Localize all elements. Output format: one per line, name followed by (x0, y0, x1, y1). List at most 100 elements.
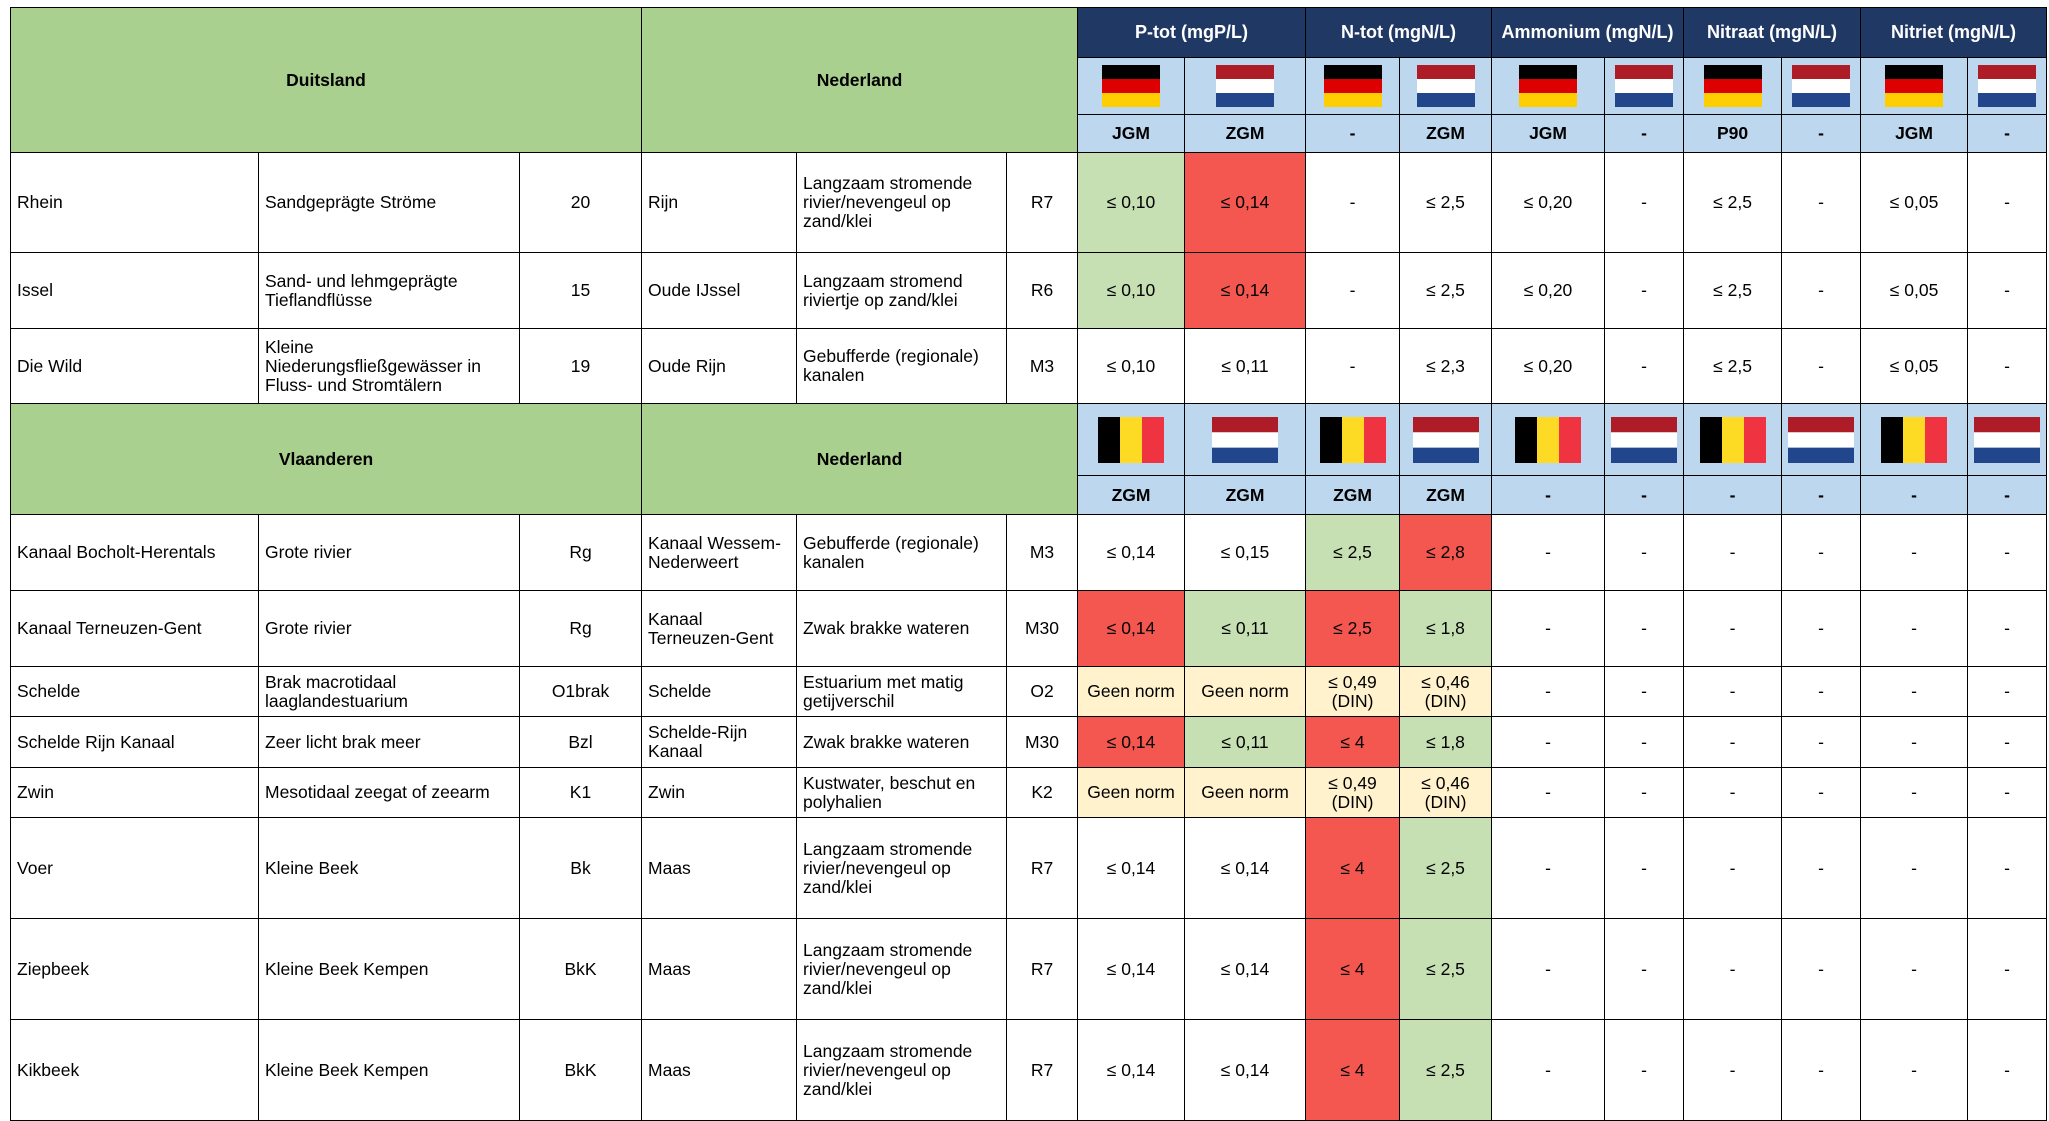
region-header: Nederland (641, 403, 1079, 515)
page: {"parameters": ["P-tot (mgP/L)", "N-tot … (9, 7, 2048, 1121)
flag-stripe (1615, 79, 1674, 93)
flag-stripe (1416, 65, 1475, 79)
norm-value: ≤ 0,49 (DIN) (1305, 666, 1401, 717)
norm-value: ≤ 0,14 (1077, 817, 1186, 919)
norm-value: ≤ 0,14 (1077, 590, 1186, 667)
norm-type: ZGM (1184, 114, 1307, 153)
data-row: Schelde Rijn Kanaal Zeer licht brak meer B… (10, 716, 2048, 768)
water-cell: K2 (1006, 767, 1079, 818)
flag-stripe (1323, 93, 1382, 107)
table-body: Duitsland Nederland P-tot (mgP/L) N-tot (mg… (9, 7, 2048, 1121)
flag (1974, 416, 2041, 463)
flag (1515, 416, 1582, 463)
flag-stripe (1216, 65, 1275, 79)
norm-value: Geen norm (1184, 666, 1307, 717)
norm-value: - (1604, 514, 1685, 591)
water-cell: Schelde (10, 666, 259, 717)
flag (1212, 416, 1279, 463)
norm-type: JGM (1491, 114, 1606, 153)
norm-type: JGM (1860, 114, 1969, 153)
flag (1978, 65, 2037, 107)
water-cell: Schelde Rijn Kanaal (10, 716, 259, 768)
norm-value: Geen norm (1077, 767, 1186, 818)
water-cell: Maas (641, 918, 798, 1020)
flag (1792, 65, 1851, 107)
norm-value: - (1967, 590, 2048, 667)
norm-value: ≤ 2,5 (1399, 817, 1493, 919)
flag-stripe (1142, 416, 1165, 463)
data-row: Zwin Mesotidaal zeegat of zeearm K1 Zwin Kus… (10, 767, 2048, 818)
norm-row: ZGM ZGM ZGM ZGM - - - - - - (11, 475, 2048, 515)
flag-stripe (1341, 416, 1364, 463)
norm-value: - (1491, 1019, 1606, 1121)
norm-type: ZGM (1399, 114, 1493, 153)
norm-value: - (1781, 918, 1862, 1020)
flag-stripe (1519, 93, 1578, 107)
norm-value: Geen norm (1184, 767, 1307, 818)
norm-value: - (1305, 152, 1401, 253)
norm-value: - (1967, 252, 2048, 329)
norm-value: Geen norm (1077, 666, 1186, 717)
water-cell: Bk (518, 817, 643, 919)
water-cell: Langzaam stromend riviertje op zand/klei (796, 252, 1008, 329)
flag-stripe (1515, 416, 1538, 463)
norm-value: - (1604, 252, 1685, 329)
water-cell: Die Wild (10, 328, 259, 404)
flag-stripe (1974, 431, 2041, 448)
water-cell: Gebufferde (regionale) kanalen (796, 328, 1008, 404)
flag (1102, 65, 1161, 107)
water-cell: Zwin (641, 767, 798, 818)
water-cell: Kanaal Wessem-Nederweert (641, 514, 798, 591)
flag-stripe (1611, 447, 1678, 463)
norm-value: - (1860, 666, 1969, 717)
flag-stripe (1412, 431, 1479, 448)
water-cell: Sandgeprägte Ströme (258, 152, 520, 253)
data-row: Kikbeek Kleine Beek Kempen BkK Maas Langzaam… (10, 1019, 2048, 1121)
water-cell: BkK (518, 918, 643, 1020)
norm-value: ≤ 2,5 (1399, 152, 1493, 253)
norm-value: - (1604, 817, 1685, 919)
water-cell: Kleine Beek (258, 817, 520, 919)
flag-cell (1077, 403, 1186, 476)
water-cell: Oude IJssel (641, 252, 798, 329)
water-cell: R7 (1006, 817, 1079, 919)
norm-value: ≤ 2,5 (1683, 328, 1783, 404)
norm-value: - (1683, 1019, 1783, 1121)
water-cell: O1brak (518, 666, 643, 717)
norm-value: ≤ 0,20 (1491, 328, 1606, 404)
flag-cell (1683, 57, 1783, 115)
water-cell: Langzaam stromende rivier/nevengeul op z… (796, 918, 1008, 1020)
norm-value: - (1604, 152, 1685, 253)
norm-value: - (1967, 918, 2048, 1020)
norm-type: JGM (1077, 114, 1186, 153)
water-cell: K1 (518, 767, 643, 818)
flag-stripe (1699, 416, 1722, 463)
norm-type: - (1604, 475, 1685, 515)
water-cell: Grote rivier (258, 514, 520, 591)
norm-type: - (1967, 114, 2048, 153)
flag-stripe (1416, 93, 1475, 107)
water-cell: Gebufferde (regionale) kanalen (796, 514, 1008, 591)
norm-value: - (1781, 252, 1862, 329)
flag (1323, 65, 1382, 107)
parameter-header: P-tot (mgP/L) (1077, 7, 1307, 58)
flag (1788, 416, 1855, 463)
norm-value: ≤ 0,14 (1184, 152, 1307, 253)
norm-value: - (1967, 328, 2048, 404)
water-cell: Kustwater, beschut en polyhalien (796, 767, 1008, 818)
flag-stripe (1212, 447, 1279, 463)
flag-stripe (1319, 416, 1342, 463)
norm-value: ≤ 0,14 (1077, 514, 1186, 591)
water-cell: R7 (1006, 918, 1079, 1020)
flag-row: Vlaanderen Nederland (9, 403, 2048, 515)
norm-value: - (1860, 767, 1969, 818)
norm-value: ≤ 2,5 (1399, 252, 1493, 329)
water-cell: Maas (641, 817, 798, 919)
norm-type: ZGM (1305, 475, 1401, 515)
water-cell: Kleine Beek Kempen (258, 918, 520, 1020)
flag-cell (1399, 57, 1493, 115)
water-cell: R6 (1006, 252, 1079, 329)
flag-stripe (1363, 416, 1386, 463)
water-cell: M30 (1006, 590, 1079, 667)
norm-value: ≤ 0,05 (1860, 328, 1969, 404)
